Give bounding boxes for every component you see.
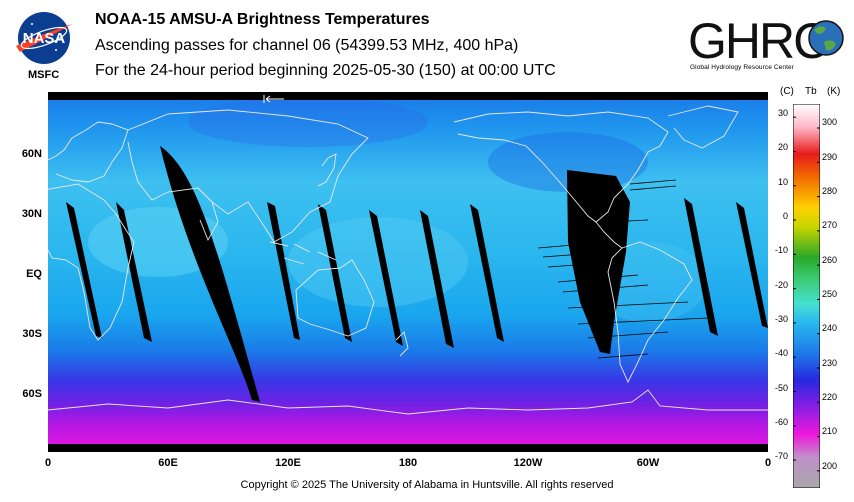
lon-label-60w: 60W xyxy=(636,457,660,469)
colorbar-celsius-tick: 10 xyxy=(777,177,788,187)
page-subtitle: Ascending passes for channel 06 (54399.5… xyxy=(95,37,519,54)
colorbar-unit-kelvin: (K) xyxy=(827,86,841,97)
colorbar-kelvin-tick: 300 xyxy=(822,117,838,127)
ghrc-logo-text: GHRC xyxy=(688,13,828,69)
copyright-footer: Copyright © 2025 The University of Alaba… xyxy=(240,479,614,491)
colorbar-kelvin-tick: 230 xyxy=(822,358,838,368)
colorbar-unit-celsius: (C) xyxy=(780,86,794,97)
colorbar-celsius-tick: 30 xyxy=(777,108,788,118)
colorbar-celsius-tick: 0 xyxy=(782,211,788,221)
colorbar-kelvin-tick: 270 xyxy=(822,220,838,230)
colorbar-kelvin-tick: 290 xyxy=(822,152,838,162)
lat-label-60n: 60N xyxy=(21,148,42,160)
colorbar-celsius-tick: -50 xyxy=(774,383,788,393)
lon-label-120w: 120W xyxy=(513,457,543,469)
lon-label-120e: 120E xyxy=(275,457,301,469)
colorbar-celsius-tick: 20 xyxy=(777,142,788,152)
colorbar-celsius-tick: -60 xyxy=(774,417,788,427)
scan-artifacts xyxy=(537,179,709,359)
colorbar-unit-tb: Tb xyxy=(805,86,817,97)
time-period: For the 24-hour period beginning 2025-05… xyxy=(95,62,556,79)
lon-label-0: 0 xyxy=(44,457,52,469)
colorbar-kelvin-tick: 200 xyxy=(822,461,838,471)
lon-label-180: 180 xyxy=(398,457,418,469)
colorbar-kelvin-tick: 220 xyxy=(822,392,838,402)
colorbar-kelvin-tick: 250 xyxy=(822,289,838,299)
colorbar-ticks xyxy=(793,116,820,472)
colorbar xyxy=(793,104,820,488)
lat-label-30n: 30N xyxy=(21,208,42,220)
colorbar-celsius-tick: -40 xyxy=(774,348,788,358)
lon-label-0-end: 0 xyxy=(764,457,772,469)
lat-label-30s: 30S xyxy=(22,328,42,340)
page-title: NOAA-15 AMSU-A Brightness Temperatures xyxy=(95,11,430,28)
colorbar-kelvin-tick: 240 xyxy=(822,323,838,333)
lat-label-60s: 60S xyxy=(22,388,42,400)
colorbar-celsius-tick: -20 xyxy=(774,280,788,290)
colorbar-kelvin-tick: 260 xyxy=(822,255,838,265)
colorbar-celsius-tick: -10 xyxy=(774,245,788,255)
brightness-temperature-map xyxy=(48,92,768,452)
lon-label-60e: 60E xyxy=(158,457,178,469)
lat-label-eq: EQ xyxy=(26,268,42,280)
nasa-logo: NASA xyxy=(16,12,72,64)
colorbar-celsius-tick: -30 xyxy=(774,314,788,324)
no-data-band-top xyxy=(48,92,768,100)
no-data-band-bottom xyxy=(48,444,768,452)
colorbar-kelvin-tick: 280 xyxy=(822,186,838,196)
ghrc-logo: GHRC xyxy=(688,13,844,69)
nasa-logo-text: NASA xyxy=(23,30,66,47)
msfc-label: MSFC xyxy=(28,69,60,81)
continent-outlines xyxy=(48,105,768,415)
colorbar-celsius-tick: -70 xyxy=(774,451,788,461)
orbit-gaps xyxy=(66,146,768,402)
ghrc-full-name: Global Hydrology Resource Center xyxy=(690,64,794,71)
colorbar-kelvin-tick: 210 xyxy=(822,426,838,436)
